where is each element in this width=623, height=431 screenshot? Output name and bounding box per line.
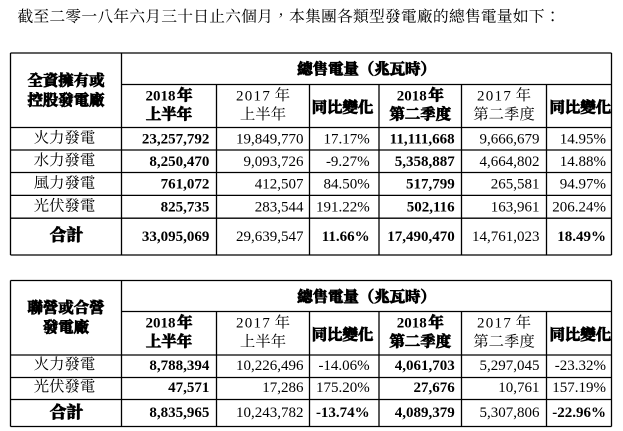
svg-text:825,735: 825,735 bbox=[161, 200, 210, 216]
svg-text:2017: 2017 bbox=[236, 316, 271, 332]
svg-text:29,639,547: 29,639,547 bbox=[236, 229, 304, 245]
svg-text:5,358,887: 5,358,887 bbox=[395, 154, 456, 170]
svg-text:17.17%: 17.17% bbox=[323, 131, 369, 147]
svg-text:14.95%: 14.95% bbox=[560, 131, 606, 147]
svg-text:47,571: 47,571 bbox=[168, 380, 209, 396]
svg-text:-9.27%: -9.27% bbox=[326, 154, 370, 170]
svg-text:2018: 2018 bbox=[146, 316, 176, 332]
svg-text:191.22%: 191.22% bbox=[316, 200, 370, 216]
svg-text:-13.74%: -13.74% bbox=[316, 405, 370, 421]
svg-text:27,676: 27,676 bbox=[413, 380, 455, 396]
svg-text:8,250,470: 8,250,470 bbox=[149, 154, 209, 170]
svg-text:502,116: 502,116 bbox=[407, 200, 455, 216]
svg-text:2018: 2018 bbox=[397, 316, 427, 332]
svg-text:4,061,703: 4,061,703 bbox=[395, 358, 455, 374]
svg-text:9,093,726: 9,093,726 bbox=[244, 154, 305, 170]
svg-text:11,111,668: 11,111,668 bbox=[390, 131, 455, 147]
svg-text:18.49%: 18.49% bbox=[557, 229, 606, 245]
svg-text:17,490,470: 17,490,470 bbox=[387, 229, 455, 245]
svg-text:94.97%: 94.97% bbox=[560, 177, 606, 193]
svg-text:163,961: 163,961 bbox=[491, 200, 540, 216]
svg-text:14.88%: 14.88% bbox=[560, 154, 606, 170]
svg-text:5,307,806: 5,307,806 bbox=[480, 405, 541, 421]
svg-text:761,072: 761,072 bbox=[161, 177, 210, 193]
svg-text:206.24%: 206.24% bbox=[552, 200, 606, 216]
svg-text:8,788,394: 8,788,394 bbox=[149, 358, 210, 374]
svg-text:283,544: 283,544 bbox=[255, 200, 304, 216]
svg-text:5,297,045: 5,297,045 bbox=[480, 358, 540, 374]
svg-text:9,666,679: 9,666,679 bbox=[480, 131, 540, 147]
svg-text:14,761,023: 14,761,023 bbox=[472, 229, 540, 245]
svg-text:4,664,802: 4,664,802 bbox=[480, 154, 540, 170]
svg-text:2017: 2017 bbox=[236, 88, 271, 104]
svg-text:11.66%: 11.66% bbox=[322, 229, 370, 245]
svg-text:517,799: 517,799 bbox=[406, 177, 455, 193]
svg-text:84.50%: 84.50% bbox=[323, 177, 369, 193]
svg-text:19,849,770: 19,849,770 bbox=[236, 131, 304, 147]
svg-text:2017: 2017 bbox=[477, 316, 512, 332]
svg-text:-22.96%: -22.96% bbox=[552, 405, 606, 421]
svg-text:2017: 2017 bbox=[477, 88, 512, 104]
svg-text:17,286: 17,286 bbox=[262, 380, 304, 396]
svg-text:10,761: 10,761 bbox=[498, 380, 539, 396]
svg-text:157.19%: 157.19% bbox=[552, 380, 606, 396]
svg-text:2018: 2018 bbox=[146, 88, 176, 104]
svg-text:4,089,379: 4,089,379 bbox=[395, 405, 455, 421]
svg-text:10,226,496: 10,226,496 bbox=[236, 358, 304, 374]
svg-text:175.20%: 175.20% bbox=[316, 380, 370, 396]
svg-text:265,581: 265,581 bbox=[491, 177, 540, 193]
svg-text:-23.32%: -23.32% bbox=[555, 358, 606, 374]
svg-text:8,835,965: 8,835,965 bbox=[149, 405, 209, 421]
svg-text:2018: 2018 bbox=[397, 88, 427, 104]
svg-text:23,257,792: 23,257,792 bbox=[142, 131, 210, 147]
svg-text:-14.06%: -14.06% bbox=[318, 358, 369, 374]
svg-text:33,095,069: 33,095,069 bbox=[142, 229, 210, 245]
svg-text:10,243,782: 10,243,782 bbox=[236, 405, 304, 421]
svg-text:412,507: 412,507 bbox=[255, 177, 304, 193]
